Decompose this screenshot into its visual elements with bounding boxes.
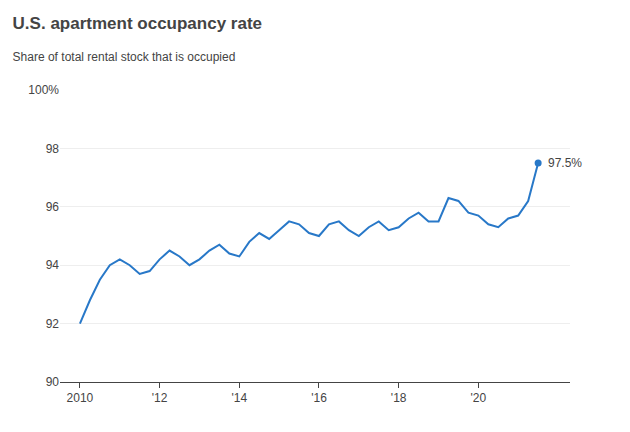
svg-text:'20: '20 (471, 391, 487, 405)
svg-text:'16: '16 (311, 391, 327, 405)
svg-text:'18: '18 (391, 391, 407, 405)
svg-text:U.S. apartment occupancy rate: U.S. apartment occupancy rate (13, 14, 262, 33)
svg-text:100%: 100% (28, 83, 59, 97)
svg-text:Share of total rental stock th: Share of total rental stock that is occu… (13, 50, 236, 64)
svg-text:97.5%: 97.5% (548, 156, 582, 170)
svg-text:90: 90 (46, 375, 60, 389)
svg-text:94: 94 (46, 258, 60, 272)
svg-text:92: 92 (46, 317, 60, 331)
svg-text:'12: '12 (152, 391, 168, 405)
svg-text:2010: 2010 (67, 391, 94, 405)
svg-text:98: 98 (46, 142, 60, 156)
svg-text:96: 96 (46, 200, 60, 214)
svg-text:'14: '14 (231, 391, 247, 405)
